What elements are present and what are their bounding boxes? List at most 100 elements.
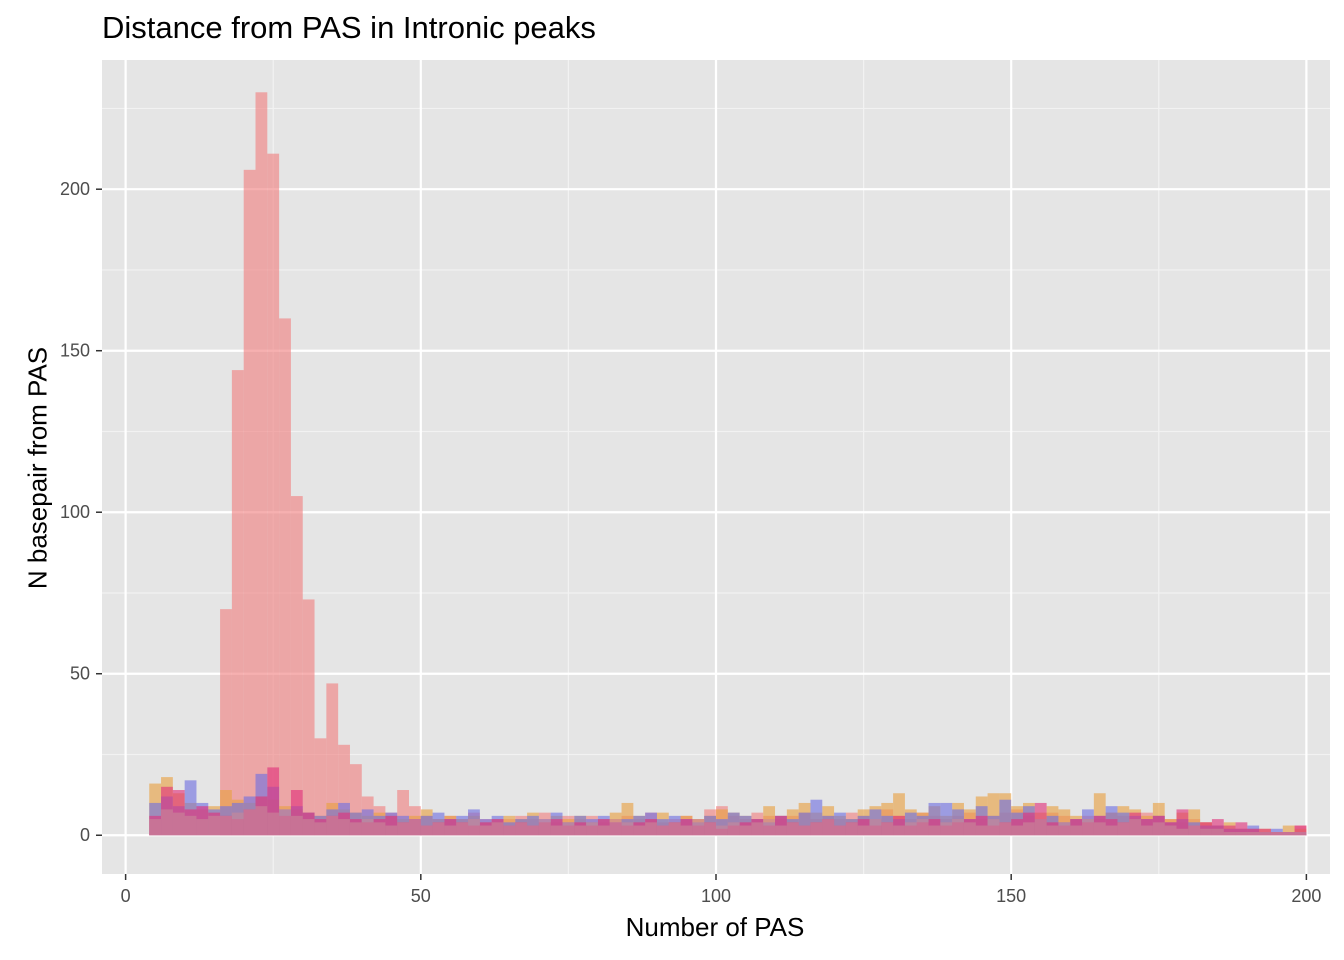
histogram-bar [562, 822, 575, 836]
histogram-bar [409, 819, 421, 836]
histogram-bar [763, 819, 776, 836]
histogram-bar [739, 825, 752, 836]
histogram-bar [1164, 825, 1177, 836]
histogram-bar [1282, 825, 1295, 836]
histogram-bar [916, 819, 929, 836]
histogram-bar [845, 822, 858, 836]
histogram-bar [267, 153, 280, 836]
histogram-bar [893, 793, 905, 836]
histogram-bar [1259, 832, 1271, 836]
histogram-bar [574, 825, 587, 836]
histogram-bar [1093, 793, 1106, 836]
x-tick-label: 50 [411, 886, 431, 906]
histogram-bar [597, 825, 610, 836]
histogram-bar [1235, 822, 1248, 836]
histogram-bar [609, 819, 622, 836]
histogram-bar [279, 318, 291, 836]
histogram-bar [361, 819, 374, 836]
histogram-bar [302, 599, 315, 836]
histogram-bar [220, 815, 232, 836]
histogram-bar [586, 822, 598, 836]
histogram-bar [987, 793, 1000, 836]
histogram-bar [326, 815, 339, 836]
histogram-bar [267, 767, 280, 836]
histogram-bar [1211, 828, 1224, 836]
histogram-bar [1223, 832, 1236, 836]
histogram-series-5 [149, 806, 1307, 836]
histogram-bar [834, 812, 846, 836]
histogram-bar [338, 744, 350, 836]
histogram-bar [680, 825, 693, 836]
histogram-bar [987, 819, 1000, 836]
histogram-bar [302, 819, 315, 836]
histogram-bar [220, 609, 232, 836]
x-axis-title: Number of PAS [625, 912, 805, 942]
histogram-bar [255, 806, 268, 836]
histogram-bar [456, 822, 469, 836]
y-axis-ticks: 0 50 100 150 200 [60, 179, 102, 845]
y-tick-label: 50 [70, 664, 90, 684]
y-tick-label: 200 [60, 179, 90, 199]
histogram-bar [397, 822, 409, 836]
histogram-bar [1105, 825, 1118, 836]
y-tick-label: 0 [80, 825, 90, 845]
histogram-bar [810, 822, 823, 836]
histogram-bar [904, 822, 917, 836]
histogram-bar [975, 825, 988, 836]
histogram-bar [1270, 832, 1283, 836]
histogram-bar [834, 825, 846, 836]
histogram-bar [810, 799, 823, 836]
histogram-bar [373, 822, 386, 836]
histogram-bars [149, 92, 1307, 836]
histogram-bar [1046, 825, 1059, 836]
histogram-bar [1152, 822, 1165, 836]
histogram-bar [314, 822, 327, 836]
histogram-bar [857, 825, 870, 836]
histogram-bar [385, 825, 398, 836]
histogram-bar [656, 825, 669, 836]
histogram-bar [645, 822, 657, 836]
histogram-bar [444, 825, 457, 836]
histogram-bar [1058, 822, 1071, 836]
histogram-bar [1247, 832, 1260, 836]
histogram-bar [963, 822, 976, 836]
histogram-bar [1070, 825, 1083, 836]
histogram-bar [1034, 819, 1047, 836]
histogram-bar [279, 809, 291, 836]
histogram-bar [928, 825, 941, 836]
histogram-bar [231, 370, 244, 836]
histogram-bar [314, 738, 327, 836]
histogram-bar [999, 822, 1012, 836]
histogram-bar [397, 790, 409, 836]
histogram-bar [1188, 825, 1201, 836]
histogram-bar [940, 822, 953, 836]
histogram-bar [869, 819, 882, 836]
histogram-bar [290, 496, 303, 836]
histogram-bar [231, 812, 244, 836]
histogram-bar [503, 825, 516, 836]
histogram-bar [633, 825, 646, 836]
histogram-bar [999, 799, 1012, 836]
histogram-bar [326, 683, 339, 836]
histogram-bar [1294, 825, 1307, 836]
histogram-bar [196, 819, 209, 836]
histogram-bar [290, 790, 303, 836]
x-axis-ticks: 0 50 100 150 200 [121, 874, 1321, 906]
histogram-bar [1011, 825, 1023, 836]
x-tick-label: 100 [701, 886, 731, 906]
histogram-bar [479, 825, 492, 836]
histogram-bar [468, 819, 480, 836]
y-tick-label: 150 [60, 341, 90, 361]
histogram-bar [621, 822, 634, 836]
histogram-bar [172, 790, 185, 836]
histogram-bar [1176, 828, 1189, 836]
histogram-bar [751, 822, 764, 836]
histogram-bar [184, 780, 197, 836]
histogram-bar [798, 812, 811, 836]
histogram-bar [420, 825, 433, 836]
histogram-bar [798, 825, 811, 836]
histogram-bar [290, 815, 303, 836]
histogram-bar [550, 825, 563, 836]
histogram-bar [184, 815, 197, 836]
